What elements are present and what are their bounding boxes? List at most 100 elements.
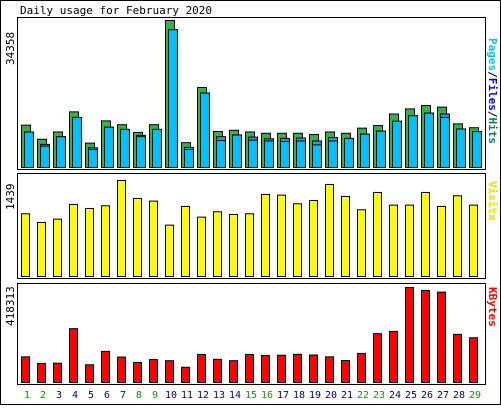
visits-bar (245, 213, 254, 277)
legend-hits: Hits (486, 118, 499, 145)
x-tick-label: 9 (152, 390, 158, 401)
x-tick-label: 13 (213, 390, 225, 401)
kbytes-bar (261, 354, 270, 384)
visits-bar (197, 216, 206, 277)
visits-bar (373, 191, 382, 277)
x-tick-label: 21 (341, 390, 353, 401)
pages-bar (216, 140, 226, 168)
visits-bar (37, 221, 46, 278)
kbytes-bar (437, 291, 446, 383)
visits-bar (261, 193, 270, 277)
x-tick-label: 18 (293, 390, 305, 401)
pages-bar (456, 128, 466, 168)
x-tick-label: 19 (309, 390, 321, 401)
y-max-hits: 34358 (4, 32, 17, 65)
pages-bar (280, 140, 290, 168)
x-tick-label: 15 (245, 390, 257, 401)
kbytes-bar (309, 354, 318, 383)
x-tick-label: 11 (181, 390, 193, 401)
pages-bar (72, 116, 82, 168)
pages-bar (24, 131, 34, 168)
visits-bar (293, 203, 302, 277)
pages-bar (440, 116, 450, 168)
kbytes-bar (165, 360, 174, 384)
visits-bar (181, 205, 190, 277)
pages-bar (328, 140, 338, 168)
x-tick-label: 16 (261, 390, 273, 401)
kbytes-bar (341, 359, 350, 383)
visits-bar (421, 191, 430, 277)
pages-bar (88, 149, 98, 168)
legend-visits: Visits (486, 181, 499, 221)
kbytes-bar (229, 360, 238, 384)
visits-bar (325, 183, 334, 277)
pages-bar (136, 136, 146, 168)
kbytes-bar (469, 337, 478, 383)
x-tick-label: 7 (120, 390, 126, 401)
legend-pages: Pages (486, 38, 499, 71)
kbytes-bar (133, 362, 142, 383)
y-max-visits: 1439 (4, 184, 17, 211)
chart-title: Daily usage for February 2020 (20, 4, 212, 17)
visits-bar (389, 204, 398, 277)
visits-bar (309, 199, 318, 277)
kbytes-bar (37, 362, 46, 383)
x-tick-label: 4 (72, 390, 78, 401)
visits-bar (469, 204, 478, 277)
kbytes-bar (101, 350, 110, 383)
legend-sep-2: / (486, 111, 499, 118)
x-tick-label: 8 (136, 390, 142, 401)
pages-bar (312, 144, 322, 168)
bars-visits (21, 180, 478, 278)
visits-bar (437, 205, 446, 277)
pages-bar (376, 130, 386, 168)
x-tick-label: 2 (40, 390, 46, 401)
pages-bar (472, 131, 482, 169)
legend-pages-files-hits: Pages/Files/Hits (486, 38, 499, 144)
kbytes-bar (85, 364, 94, 383)
kbytes-bar (421, 290, 430, 383)
pages-bar (184, 149, 194, 168)
kbytes-bar (453, 333, 462, 384)
x-tick-label: 29 (469, 390, 481, 401)
visits-bar (21, 213, 30, 277)
legend-sep-1: / (486, 71, 499, 78)
legend-files: Files (486, 78, 499, 111)
x-tick-label: 25 (405, 390, 417, 401)
pages-bar (200, 92, 210, 168)
bars-hits-files-pages (21, 20, 482, 169)
visits-bar (149, 200, 158, 277)
x-axis-day-labels: 1 2 3 4 5 6 7 8 9 10 11 12 13 14 15 16 17 18 19 20 21 22 23 24 2… (24, 390, 481, 401)
visits-bar (357, 209, 366, 277)
x-tick-label: 5 (88, 390, 94, 401)
visits-bar (133, 197, 142, 278)
visits-bar (229, 213, 238, 277)
x-tick-label: 27 (437, 390, 449, 401)
x-tick-label: 20 (325, 390, 337, 401)
visits-bar (341, 195, 350, 278)
x-tick-label: 26 (421, 390, 433, 401)
pages-bar (40, 145, 50, 169)
visits-bar (69, 203, 78, 277)
x-tick-label: 23 (373, 390, 385, 401)
pages-bar (104, 126, 114, 169)
pages-bar (168, 29, 178, 169)
kbytes-bar (149, 359, 158, 383)
x-tick-label: 3 (56, 390, 62, 401)
kbytes-bar (373, 333, 382, 383)
kbytes-bar (245, 354, 254, 384)
x-tick-label: 6 (104, 390, 110, 401)
x-tick-label: 14 (229, 390, 241, 401)
visits-bar (85, 207, 94, 277)
visits-bar (453, 195, 462, 278)
visits-bar (213, 211, 222, 277)
x-tick-label: 24 (389, 390, 401, 401)
kbytes-bar (53, 362, 62, 383)
kbytes-bar (389, 330, 398, 383)
pages-bar (296, 140, 306, 168)
pages-bar (392, 120, 402, 168)
pages-bar (248, 139, 258, 169)
x-tick-label: 10 (165, 390, 177, 401)
